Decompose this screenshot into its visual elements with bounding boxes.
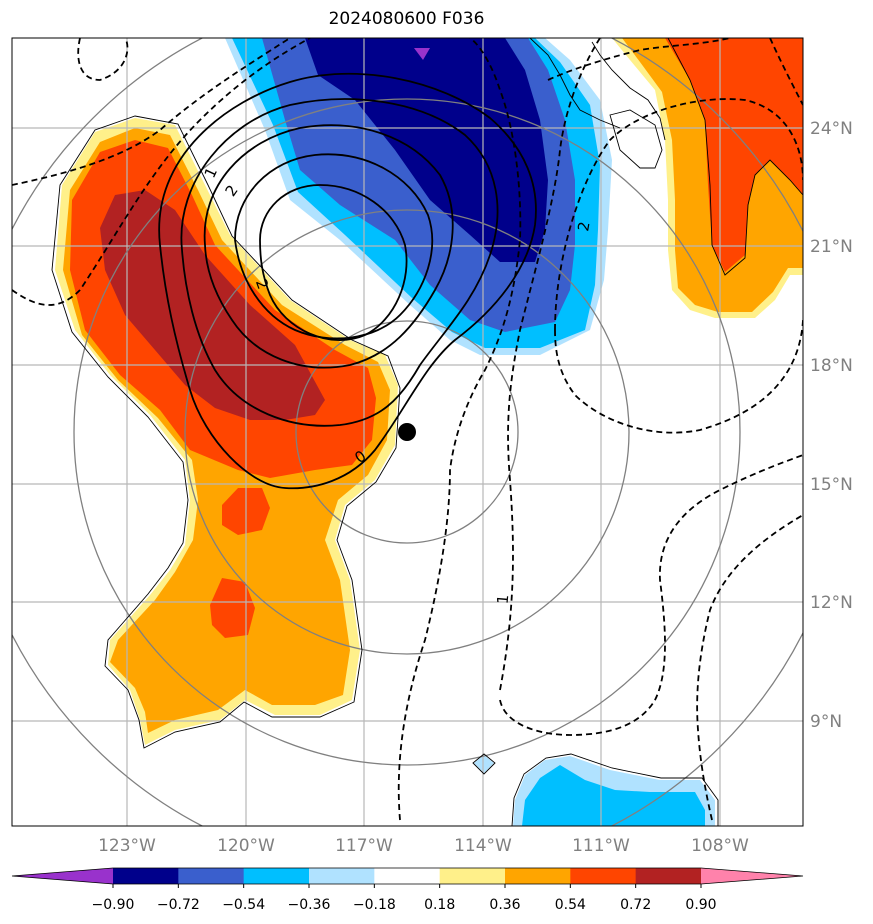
colorbar-tick-label: −0.72 [157, 897, 200, 913]
range-ring-3 [73, 98, 741, 766]
contour-dash-ne-arc [547, 38, 731, 81]
contour-dash-ne-corner [769, 38, 803, 106]
coast-ne-island [609, 109, 663, 169]
lon-label-117w: 117°W [335, 836, 393, 856]
lat-label-24n: 24°N [810, 119, 853, 139]
colorbar-cell [570, 868, 637, 884]
colorbar-cell [374, 868, 441, 884]
map-plot-area [12, 38, 803, 826]
contour-dash-west [12, 38, 311, 306]
shade-ne-orangered [665, 38, 803, 272]
colorbar-tick-label: −0.36 [288, 897, 331, 913]
lon-label-114w: 114°W [454, 836, 512, 856]
coast-mainland [667, 38, 803, 276]
lon-label-120w: 120°W [217, 836, 275, 856]
colorbar-cell [178, 868, 245, 884]
contour-dash-se-inner [499, 454, 803, 736]
lat-label-12n: 12°N [810, 593, 853, 613]
contour-dash-east-low [554, 319, 803, 434]
lat-labels: 24°N 21°N 18°N 15°N 12°N 9°N [810, 119, 853, 732]
colorbar-tick-label: 0.18 [424, 897, 455, 913]
lon-label-123w: 123°W [98, 836, 156, 856]
range-rings [12, 38, 803, 826]
dashed-contours [12, 38, 803, 821]
colorbar: −0.90 −0.72 −0.54 −0.36 −0.18 0.18 0.36 0.54 0.7… [11, 867, 804, 913]
lat-label-18n: 18°N [810, 356, 853, 376]
colorbar-tick-label: 0.54 [555, 897, 586, 913]
map-frame [11, 37, 804, 827]
colorbar-tick-label: −0.90 [92, 897, 135, 913]
shade-south-cyan [522, 765, 705, 826]
contour-solid-5 [259, 184, 408, 341]
colorbar-cell [439, 868, 506, 884]
contour-dash-nw-loop [77, 38, 129, 81]
contour-label: 2 [574, 220, 593, 233]
colorbar-tick-label: −0.18 [353, 897, 396, 913]
shade-orangered-blob-b [210, 578, 255, 638]
colorbar-cell [243, 868, 310, 884]
colorbar-tick-label: 0.90 [685, 897, 716, 913]
coast-islet [472, 753, 496, 775]
contour-dash-center [397, 38, 522, 821]
colorbar-extend-high [701, 868, 803, 884]
contour-solid-2 [180, 98, 499, 427]
solid-contours [158, 72, 537, 490]
coast-south [511, 753, 719, 826]
contour-label: 1 [494, 594, 513, 605]
shade-dot-lightblue [474, 755, 494, 773]
lat-label-21n: 21°N [810, 237, 853, 257]
colorbar-tick-label: −0.54 [222, 897, 265, 913]
contour-dash-east-closed [554, 98, 803, 331]
shade-firebrick [100, 190, 325, 420]
range-ring-1 [295, 320, 519, 544]
lat-label-15n: 15°N [810, 475, 853, 495]
colorbar-cell [309, 868, 375, 884]
lon-label-111w: 111°W [572, 836, 630, 856]
coast-baja [529, 38, 621, 129]
contour-dash-mid [499, 38, 601, 691]
contour-solid-4 [234, 153, 434, 340]
colorbar-cell [635, 868, 702, 884]
contour-dash-se-outer [696, 514, 803, 821]
lon-label-108w: 108°W [691, 836, 749, 856]
shade-navy [305, 38, 548, 262]
contour-solid-outer [158, 72, 537, 490]
graticule [12, 38, 803, 826]
map-title: 2024080600 F036 [328, 9, 485, 29]
colorbar-ticks: −0.90 −0.72 −0.54 −0.36 −0.18 0.18 0.36 0.54 0.7… [92, 884, 717, 913]
storm-center-marker [398, 423, 416, 441]
shade-purple [414, 48, 430, 60]
colorbar-cell [505, 868, 571, 884]
lat-label-9n: 9°N [810, 712, 842, 732]
colorbar-cell [113, 868, 179, 884]
contour-solid-3 [203, 124, 454, 369]
colorbar-extend-low [12, 868, 113, 884]
colorbar-tick-label: 0.72 [620, 897, 651, 913]
lon-labels: 123°W 120°W 117°W 114°W 111°W 108°W [98, 836, 749, 856]
range-ring-2 [184, 209, 630, 655]
colorbar-tick-label: 0.36 [489, 897, 520, 913]
positive-shading [55, 38, 803, 745]
colorbar-cells [12, 868, 803, 884]
coast-gulf [591, 41, 666, 141]
coast-west-blob [51, 115, 401, 749]
coastlines [51, 38, 803, 826]
